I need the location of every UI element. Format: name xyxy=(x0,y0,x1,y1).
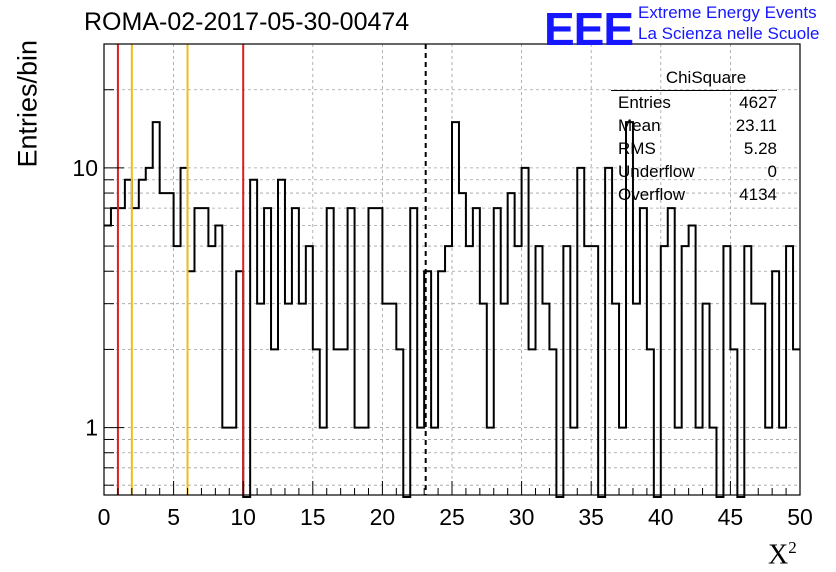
x-axis-label-base: X xyxy=(768,539,789,571)
stats-label: Overflow xyxy=(618,185,686,204)
eee-logo: EEE xyxy=(544,3,634,55)
stats-row-rms: RMS 5.28 xyxy=(611,137,777,160)
x-axis-label: X2 xyxy=(768,538,797,571)
x-axis-label-superscript: 2 xyxy=(788,538,797,557)
x-tick-label: 40 xyxy=(648,504,674,530)
stats-value: 4134 xyxy=(739,185,777,204)
x-tick-label: 35 xyxy=(578,504,604,530)
stats-label: Entries xyxy=(618,93,671,112)
y-tick-label: 10 xyxy=(72,155,98,181)
stats-label: RMS xyxy=(618,139,656,158)
x-tick-label: 10 xyxy=(230,504,256,530)
x-tick-label: 5 xyxy=(167,504,180,530)
chart-title: ROMA-02-2017-05-30-00474 xyxy=(84,8,410,36)
stats-row-mean: Mean 23.11 xyxy=(611,114,777,137)
axis-ticks: 0 5 10 15 20 25 30 35 40 45 50 1 10 xyxy=(72,43,813,530)
histogram-series xyxy=(104,121,800,498)
x-tick-label: 50 xyxy=(787,504,813,530)
x-tick-label: 0 xyxy=(98,504,111,530)
reference-lines xyxy=(116,44,427,495)
x-tick-label: 15 xyxy=(300,504,326,530)
stats-row-overflow: Overflow 4134 xyxy=(611,183,777,206)
logo-text-line-1: Extreme Energy Events xyxy=(638,3,817,22)
stats-label: Underflow xyxy=(618,162,695,181)
stats-value: 0 xyxy=(767,162,777,181)
x-tick-label: 45 xyxy=(718,504,744,530)
stats-value: 4627 xyxy=(739,93,777,112)
stats-box-title: ChiSquare xyxy=(611,66,777,91)
stats-row-entries: Entries 4627 xyxy=(611,91,777,114)
stats-value: 5.28 xyxy=(743,139,777,158)
y-axis-label: Entries/bin xyxy=(12,39,43,168)
x-tick-label: 20 xyxy=(370,504,396,530)
y-tick-label: 1 xyxy=(85,415,98,441)
stats-value: 23.11 xyxy=(735,116,777,135)
stats-row-underflow: Underflow 0 xyxy=(611,160,777,183)
x-tick-label: 30 xyxy=(509,504,535,530)
stats-box: ChiSquare Entries 4627 Mean 23.11 RMS 5.… xyxy=(611,66,777,206)
x-tick-label: 25 xyxy=(439,504,465,530)
stats-label: Mean xyxy=(618,116,661,135)
logo-text-line-2: La Scienza nelle Scuole xyxy=(638,24,820,43)
histogram-line xyxy=(104,121,800,498)
